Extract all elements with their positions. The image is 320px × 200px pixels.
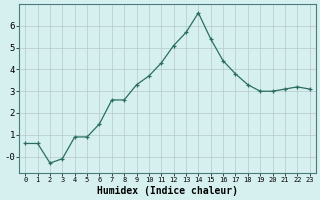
X-axis label: Humidex (Indice chaleur): Humidex (Indice chaleur): [97, 186, 238, 196]
